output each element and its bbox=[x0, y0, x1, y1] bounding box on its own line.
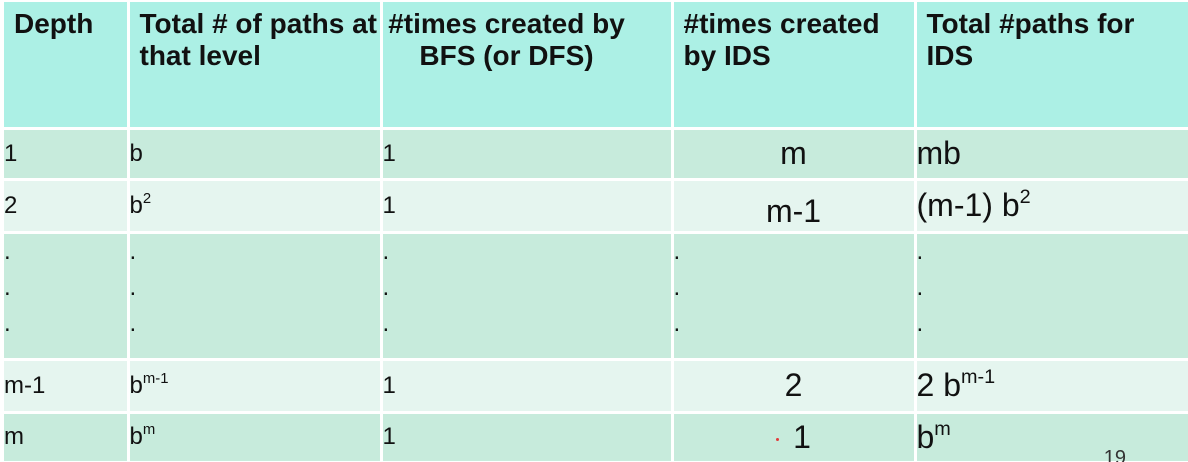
paths-base: b bbox=[129, 423, 143, 450]
ellipsis-dot: . bbox=[916, 237, 924, 265]
paths-exponent: m-1 bbox=[142, 370, 169, 387]
ellipsis-dot: . bbox=[4, 273, 11, 301]
page-number: 19 bbox=[1103, 447, 1126, 462]
ellipsis-dot: . bbox=[4, 237, 11, 265]
paths-cell: bm bbox=[126, 412, 381, 462]
header-ids-times: #times created by IDS bbox=[670, 2, 915, 130]
table-row: m bm 1 1 bm bbox=[4, 412, 1188, 462]
paths-cell: ... bbox=[126, 232, 381, 361]
bfs-cell: ... bbox=[379, 232, 672, 361]
table-row: ... ... ... ... ... bbox=[4, 232, 1188, 361]
total-cell: (m-1) b2 bbox=[913, 179, 1188, 234]
ellipsis-dot: . bbox=[673, 273, 681, 301]
ellipsis-dot: . bbox=[4, 309, 11, 337]
ids-cell: ... bbox=[670, 232, 915, 361]
header-depth: Depth bbox=[4, 2, 128, 130]
total-cell: mb bbox=[913, 128, 1188, 181]
total-base: mb bbox=[916, 135, 961, 171]
bfs-cell: 1 bbox=[379, 359, 672, 414]
depth-cell: m bbox=[4, 412, 128, 462]
ellipsis-dot: . bbox=[129, 309, 137, 337]
paths-cell: b2 bbox=[126, 179, 381, 234]
table-row: m-1 bm-1 1 2 2 bm-1 bbox=[4, 359, 1188, 414]
paths-base: b bbox=[129, 139, 143, 167]
red-dot-mark bbox=[776, 437, 780, 441]
bfs-cell: 1 bbox=[379, 128, 672, 181]
depth-cell: m-1 bbox=[4, 359, 128, 414]
table-row: 1 b 1 m mb bbox=[4, 128, 1188, 181]
paths-cell: b bbox=[126, 128, 381, 181]
ellipsis-dot: . bbox=[382, 237, 390, 265]
depth-cell: 2 bbox=[4, 179, 128, 234]
total-exponent: m bbox=[934, 417, 951, 440]
total-base: b bbox=[916, 418, 935, 455]
ids-complexity-table: Depth Total # of paths at that level #ti… bbox=[4, 2, 1188, 462]
bfs-cell: 1 bbox=[379, 412, 672, 462]
bfs-cell: 1 bbox=[379, 179, 672, 234]
total-exponent: 2 bbox=[1019, 186, 1031, 209]
header-ids-total: Total #paths for IDS bbox=[913, 2, 1188, 130]
ids-cell: m-1 bbox=[670, 179, 915, 234]
ellipsis-dot: . bbox=[673, 309, 681, 337]
total-cell: 2 bm-1 bbox=[913, 359, 1188, 414]
ellipsis-dot: . bbox=[382, 309, 390, 337]
header-total-paths: Total # of paths at that level bbox=[126, 2, 381, 130]
ids-value: m-1 bbox=[765, 193, 822, 229]
ellipsis-dot: . bbox=[129, 273, 137, 301]
total-cell: bm bbox=[913, 412, 1188, 462]
table-row: 2 b2 1 m-1 (m-1) b2 bbox=[4, 179, 1188, 234]
paths-base: b bbox=[129, 191, 143, 219]
total-base: (m-1) b bbox=[916, 187, 1020, 223]
ids-cell: 1 bbox=[670, 412, 915, 462]
header-bfs-times: #times created by BFS (or DFS) bbox=[379, 2, 672, 130]
depth-cell: ... bbox=[4, 232, 128, 361]
paths-exponent: 2 bbox=[142, 190, 152, 207]
ids-value: 1 bbox=[793, 418, 811, 455]
total-base: 2 b bbox=[916, 367, 961, 403]
depth-cell: 1 bbox=[4, 128, 128, 181]
paths-base: b bbox=[129, 371, 143, 399]
ellipsis-dot: . bbox=[916, 309, 924, 337]
ellipsis-dot: . bbox=[382, 273, 390, 301]
ellipsis-dot: . bbox=[673, 237, 681, 265]
ids-cell: m bbox=[670, 128, 915, 181]
paths-exponent: m bbox=[142, 422, 156, 439]
ellipsis-dot: . bbox=[916, 273, 924, 301]
ellipsis-dot: . bbox=[129, 237, 137, 265]
header-row: Depth Total # of paths at that level #ti… bbox=[4, 2, 1188, 130]
total-cell: ... bbox=[913, 232, 1188, 361]
ids-cell: 2 bbox=[670, 359, 915, 414]
total-exponent: m-1 bbox=[960, 366, 996, 389]
paths-cell: bm-1 bbox=[126, 359, 381, 414]
